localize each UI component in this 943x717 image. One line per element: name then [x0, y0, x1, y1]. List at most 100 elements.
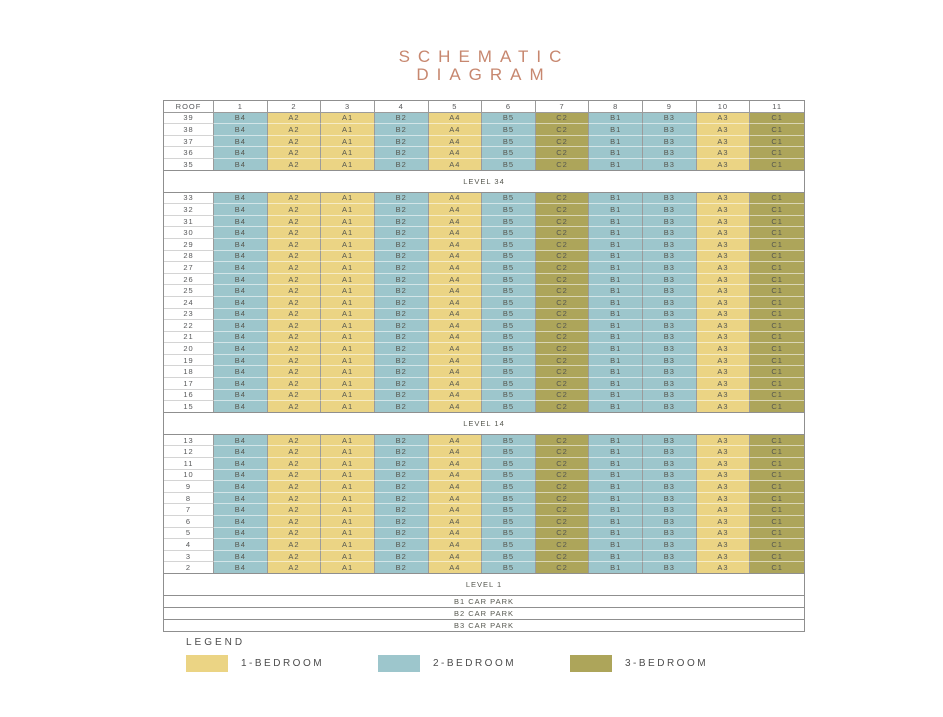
- unit-cell: C2: [535, 481, 590, 493]
- floor-number-cell: 3: [164, 550, 214, 563]
- floor-row: 22 B4 A2 A1 B2 A4 B5 C2 B1 B3 A3 C1: [164, 320, 804, 332]
- unit-cell: B4: [214, 147, 268, 159]
- unit-cell: A4: [428, 366, 483, 379]
- unit-cell: A4: [428, 562, 483, 573]
- unit-cell: C2: [535, 273, 590, 286]
- floor-row: 28 B4 A2 A1 B2 A4 B5 C2 B1 B3 A3 C1: [164, 250, 804, 263]
- unit-cell: B5: [482, 354, 536, 367]
- unit-cell: C2: [535, 458, 590, 470]
- unit-cell: B1: [589, 504, 643, 516]
- unit-cell: A2: [267, 192, 322, 205]
- unit-cell: A1: [321, 135, 375, 148]
- unit-cell: B2: [374, 481, 429, 493]
- unit-cell: B1: [589, 516, 643, 528]
- unit-cell: A2: [267, 527, 322, 540]
- unit-cell: A1: [321, 331, 375, 344]
- floor-row: 21 B4 A2 A1 B2 A4 B5 C2 B1 B3 A3 C1: [164, 331, 804, 344]
- legend-item-label: 3-BEDROOM: [625, 658, 709, 669]
- floor-row: 6 B4 A2 A1 B2 A4 B5 C2 B1 B3 A3 C1: [164, 516, 804, 528]
- unit-cell: C2: [535, 492, 590, 505]
- unit-cell: B3: [643, 227, 697, 239]
- unit-cell: C2: [535, 285, 590, 297]
- unit-cell: A4: [428, 458, 483, 470]
- floor-row: 31 B4 A2 A1 B2 A4 B5 C2 B1 B3 A3 C1: [164, 215, 804, 228]
- unit-cell: C2: [535, 550, 590, 563]
- unit-cell: C1: [750, 296, 804, 309]
- floor-number-cell: 9: [164, 481, 214, 493]
- unit-cell: B4: [214, 446, 268, 459]
- unit-cell: B3: [643, 458, 697, 470]
- unit-cell: B1: [589, 331, 643, 344]
- unit-cell: B1: [589, 527, 643, 540]
- unit-cell: B4: [214, 192, 268, 205]
- unit-cell: C1: [750, 446, 804, 459]
- unit-cell: A2: [267, 366, 322, 379]
- unit-cell: A3: [696, 562, 751, 573]
- floor-row: 11 B4 A2 A1 B2 A4 B5 C2 B1 B3 A3 C1: [164, 458, 804, 470]
- unit-cell: B5: [482, 446, 536, 459]
- unit-cell: C2: [535, 354, 590, 367]
- unit-cell: A2: [267, 446, 322, 459]
- unit-cell: B1: [589, 296, 643, 309]
- unit-cell: A4: [428, 273, 483, 286]
- floor-number-cell: 17: [164, 378, 214, 390]
- unit-cell: C1: [750, 527, 804, 540]
- stack-number-cell: 3: [321, 101, 375, 113]
- level-band: B3 CAR PARK: [163, 618, 805, 632]
- unit-cell: A3: [696, 366, 751, 379]
- unit-cell: A1: [321, 192, 375, 205]
- unit-cell: C1: [750, 158, 804, 170]
- unit-cell: A2: [267, 124, 322, 136]
- unit-cell: A2: [267, 492, 322, 505]
- unit-cell: A2: [267, 401, 322, 412]
- floor-number-cell: 7: [164, 504, 214, 516]
- unit-cell: A2: [267, 389, 322, 402]
- unit-cell: B5: [482, 550, 536, 563]
- unit-cell: B3: [643, 492, 697, 505]
- unit-cell: A3: [696, 446, 751, 459]
- unit-cell: A4: [428, 112, 483, 125]
- stack-number-cell: 1: [214, 101, 268, 113]
- unit-cell: C1: [750, 562, 804, 573]
- unit-cell: A2: [267, 135, 322, 148]
- unit-cell: A1: [321, 296, 375, 309]
- floor-number-cell: 25: [164, 285, 214, 297]
- unit-cell: A3: [696, 308, 751, 321]
- unit-cell: B4: [214, 504, 268, 516]
- floor-number-cell: 26: [164, 273, 214, 286]
- unit-cell: A3: [696, 354, 751, 367]
- unit-cell: B3: [643, 389, 697, 402]
- unit-cell: B1: [589, 539, 643, 551]
- unit-cell: C1: [750, 262, 804, 274]
- unit-cell: A4: [428, 296, 483, 309]
- legend-item: 2-BEDROOM: [378, 655, 570, 672]
- floor-number-cell: 15: [164, 401, 214, 412]
- page-title-line2: DIAGRAM: [416, 65, 552, 84]
- unit-cell: A4: [428, 539, 483, 551]
- schematic-table: ROOF 1 2 3 4 5 6 7 8 9 10 11 39 B4 A2 A1 B2 A4 B5 C2 B1 B3 A3 C…: [163, 100, 805, 632]
- unit-cell: A1: [321, 504, 375, 516]
- unit-cell: B1: [589, 147, 643, 159]
- unit-cell: A3: [696, 192, 751, 205]
- unit-cell: C1: [750, 469, 804, 482]
- unit-cell: A3: [696, 401, 751, 412]
- unit-cell: A1: [321, 550, 375, 563]
- unit-cell: B2: [374, 135, 429, 148]
- unit-cell: A2: [267, 273, 322, 286]
- unit-cell: B4: [214, 492, 268, 505]
- unit-cell: C1: [750, 192, 804, 205]
- unit-cell: B1: [589, 320, 643, 332]
- unit-cell: B3: [643, 296, 697, 309]
- unit-cell: A1: [321, 250, 375, 263]
- unit-cell: B3: [643, 366, 697, 379]
- unit-cell: A4: [428, 250, 483, 263]
- unit-cell: B4: [214, 250, 268, 263]
- unit-cell: B3: [643, 250, 697, 263]
- unit-cell: A3: [696, 550, 751, 563]
- unit-cell: B4: [214, 378, 268, 390]
- unit-cell: B1: [589, 389, 643, 402]
- unit-cell: C1: [750, 112, 804, 125]
- unit-cell: B4: [214, 320, 268, 332]
- unit-cell: B4: [214, 481, 268, 493]
